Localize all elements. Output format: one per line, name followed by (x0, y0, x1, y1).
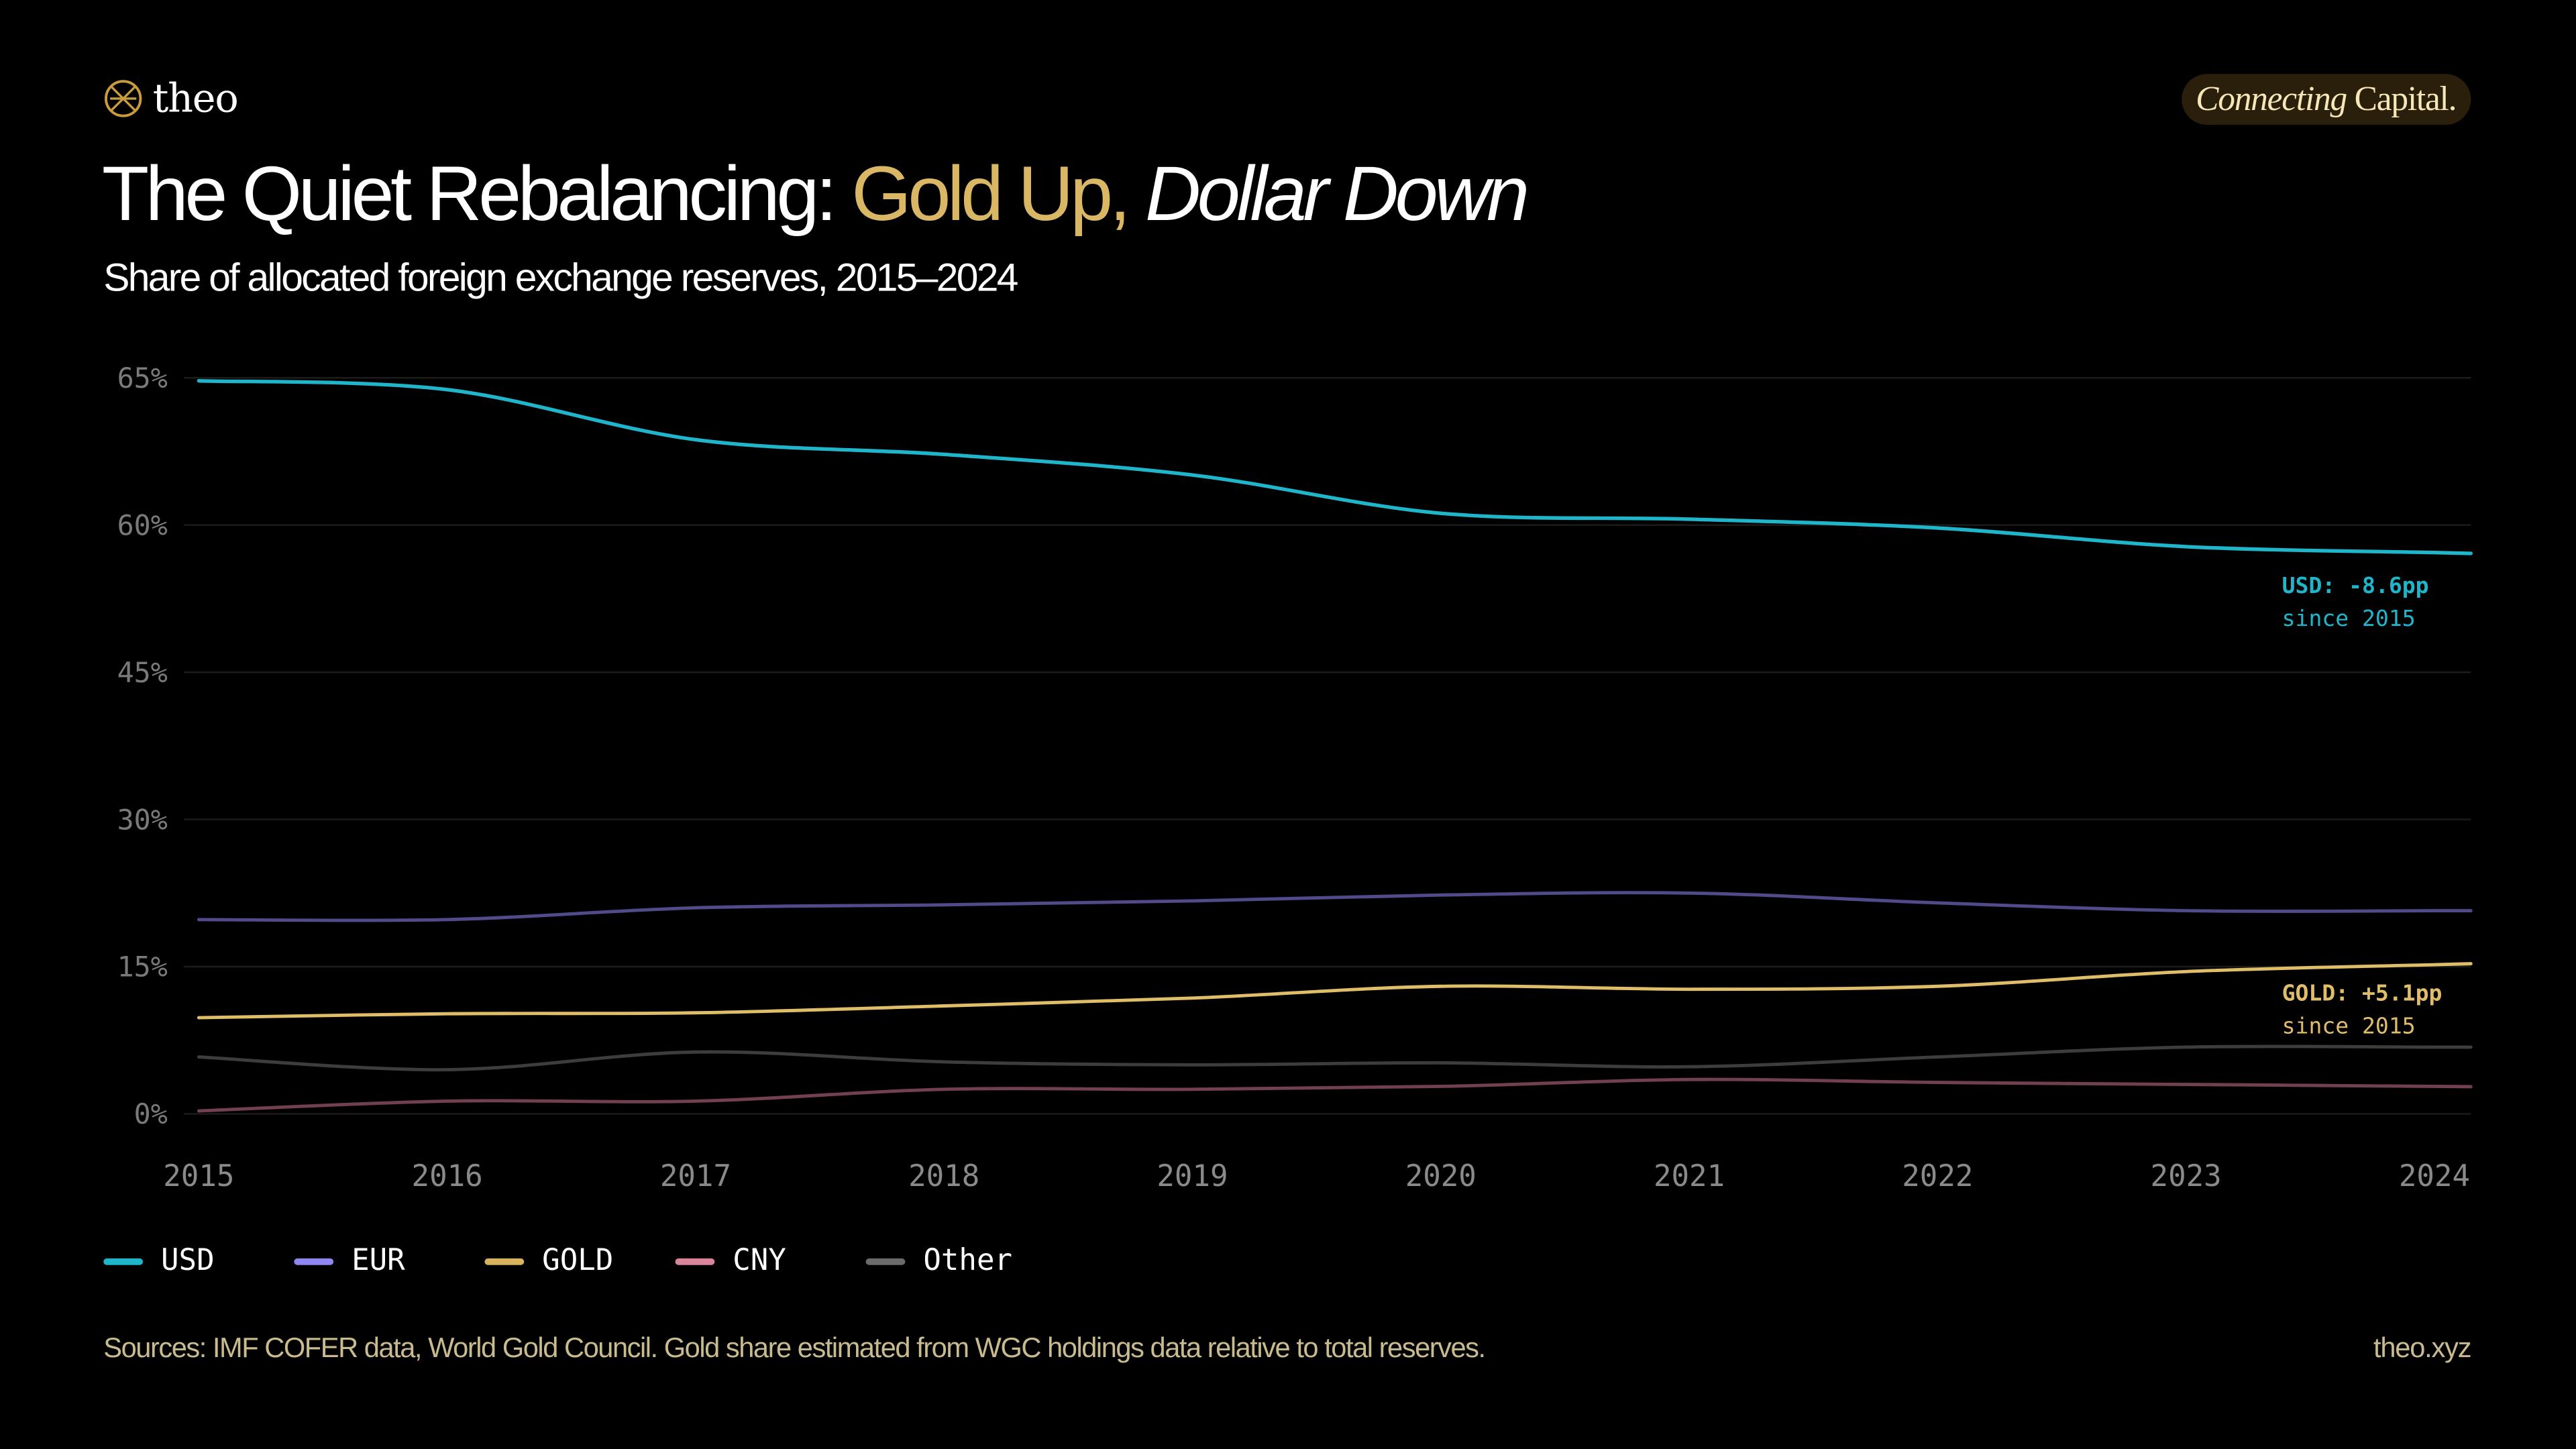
page-title: The Quiet Rebalancing: Gold Up, Dollar D… (101, 148, 1529, 238)
series-line-gold (197, 962, 2473, 1020)
brand-logo: theo (103, 75, 239, 122)
y-tick-label: 0% (134, 1097, 168, 1130)
theo-logo-icon (105, 80, 142, 117)
annotation-usd-change: USD: -8.6pp (2282, 572, 2429, 598)
tagline-badge: Connecting Capital. (2181, 74, 2471, 125)
legend-item-gold: GOLD (484, 1244, 675, 1278)
x-tick-label: 2019 (1157, 1159, 1228, 1193)
legend-item-cny: CNY (675, 1243, 866, 1279)
x-tick-label: 2016 (412, 1159, 483, 1193)
title-part1: The Quiet Rebalancing: (101, 149, 852, 237)
annotation-gold-change: GOLD: +5.1pp (2282, 979, 2443, 1006)
page-subtitle: Share of allocated foreign exchange rese… (103, 256, 1018, 301)
series-line-other (197, 1044, 2473, 1072)
x-tick-label: 2020 (1405, 1159, 1477, 1193)
y-tick-label: 65% (117, 362, 168, 394)
series-line-usd (197, 378, 2473, 555)
x-tick-label: 2023 (2151, 1159, 2222, 1193)
legend-label: EUR (352, 1243, 405, 1279)
title-italic: Dollar Down (1127, 149, 1529, 237)
x-tick-label: 2018 (908, 1159, 979, 1193)
x-tick-label: 2017 (660, 1159, 731, 1193)
tagline-italic: Connecting (2196, 78, 2347, 119)
tagline-rest: Capital. (2354, 78, 2457, 119)
legend-item-other: Other (865, 1243, 1057, 1279)
legend: USD EUR GOLD CNY Other (103, 1244, 1056, 1278)
y-tick-label: 45% (117, 656, 168, 689)
legend-swatch (675, 1257, 715, 1265)
site-link[interactable]: theo.xyz (2373, 1332, 2471, 1364)
y-tick-label: 30% (117, 803, 168, 836)
y-tick-label: 15% (117, 951, 168, 983)
legend-item-eur: EUR (294, 1244, 484, 1278)
legend-swatch (484, 1257, 525, 1265)
title-gold: Gold Up, (851, 149, 1131, 237)
legend-label: GOLD (542, 1243, 614, 1279)
x-tick-label: 2022 (1902, 1159, 1973, 1193)
series-line-cny (197, 1077, 2473, 1113)
legend-swatch (103, 1257, 144, 1265)
legend-label: USD (161, 1243, 215, 1279)
brand-name: theo (152, 75, 239, 122)
x-tick-label: 2024 (2399, 1159, 2470, 1193)
x-tick-label: 2015 (163, 1159, 234, 1193)
annotation-usd-since: since 2015 (2282, 605, 2416, 631)
annotation-gold-since: since 2015 (2282, 1012, 2416, 1038)
legend-item-usd: USD (103, 1244, 294, 1278)
series-line-eur (197, 891, 2473, 922)
legend-label: Other (923, 1243, 1013, 1279)
x-tick-label: 2021 (1654, 1159, 1725, 1193)
legend-swatch (294, 1257, 334, 1265)
y-tick-label: 60% (117, 508, 168, 541)
sources-note: Sources: IMF COFER data, World Gold Coun… (103, 1332, 1486, 1364)
legend-label: CNY (733, 1243, 786, 1279)
legend-swatch (865, 1257, 906, 1265)
